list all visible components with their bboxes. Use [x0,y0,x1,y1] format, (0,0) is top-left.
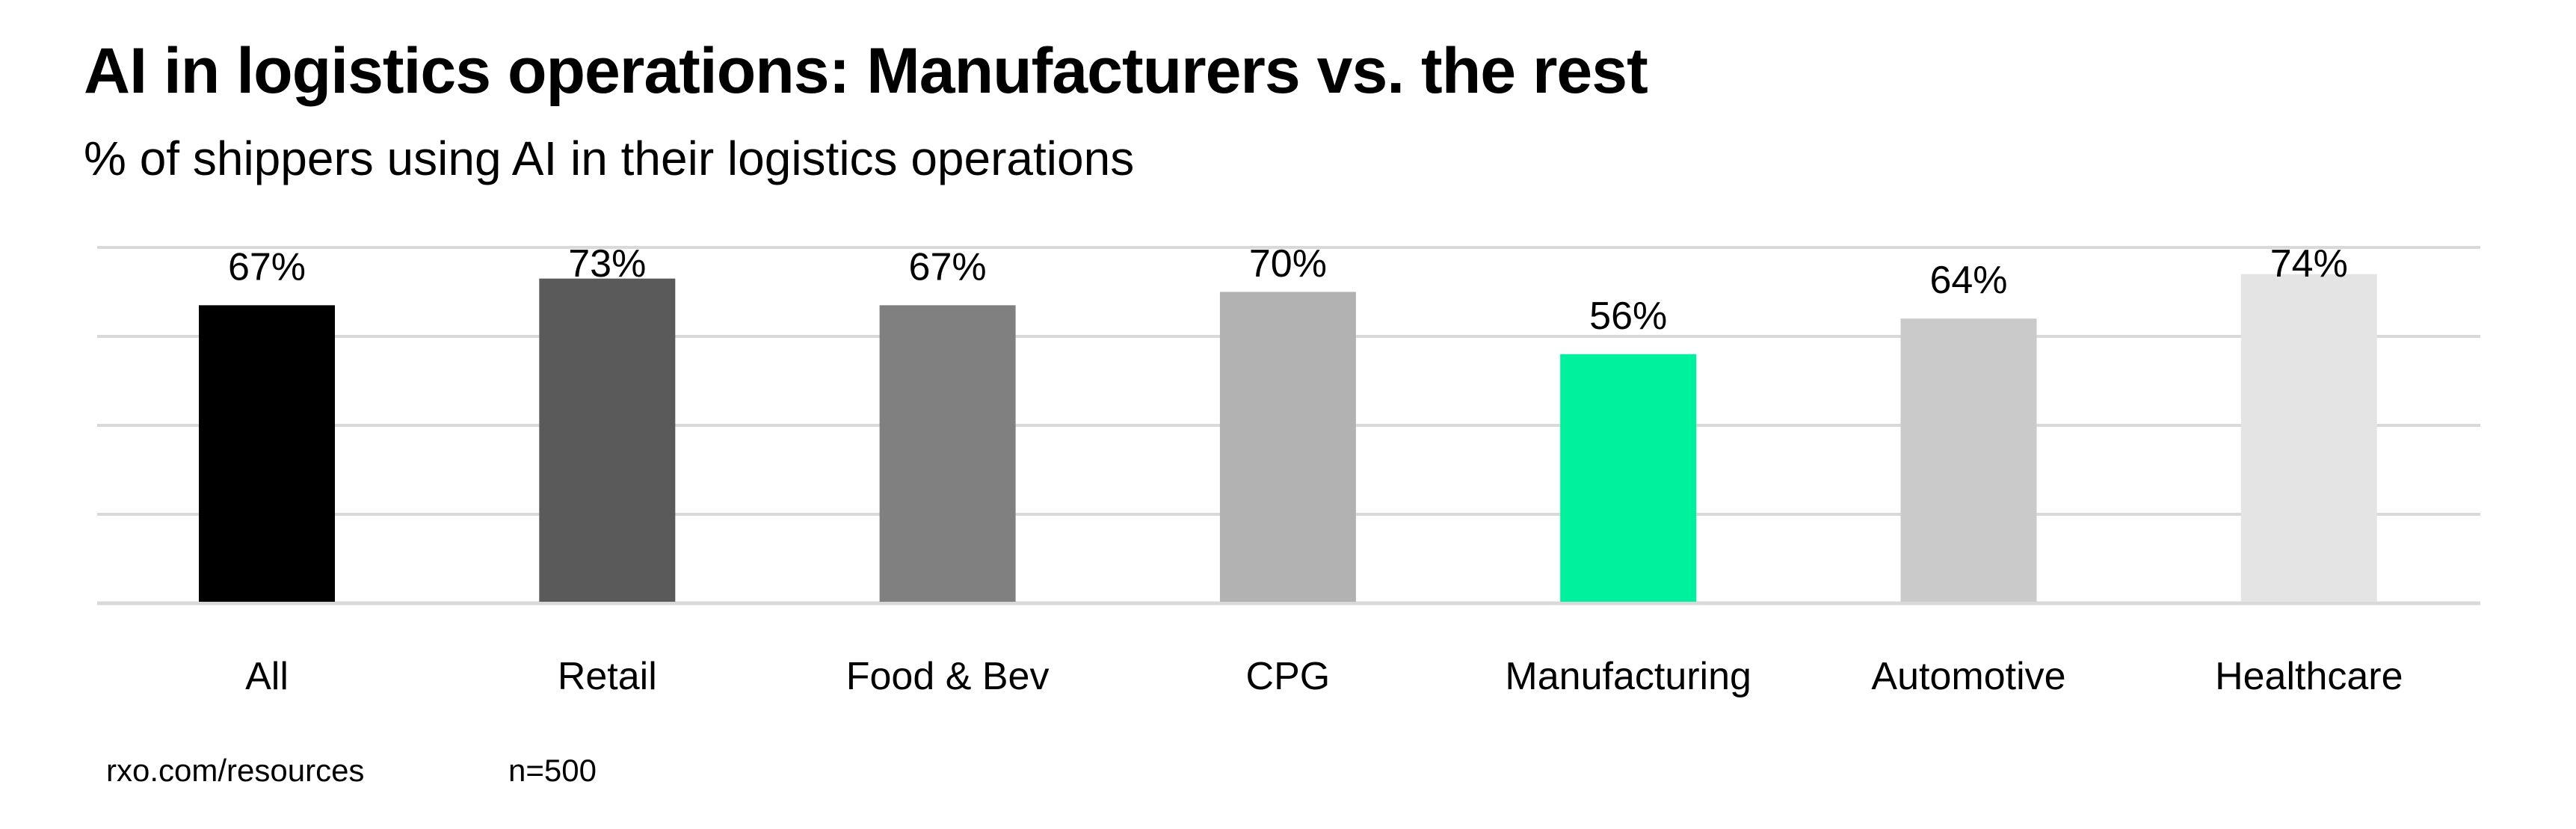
value-label: 67% [228,245,306,289]
value-label: 74% [2270,242,2348,286]
chart-subtitle: % of shippers using AI in their logistic… [84,132,1135,185]
category-labels: All Retail Food & Bev CPG Manufacturing Autom… [245,655,2403,698]
source-note: rxo.com/resources [106,753,365,788]
chart-title: AI in logistics operations: Manufacturer… [84,35,1648,107]
value-labels: 67% 73% 67% 70% 56% 64% 74% [228,242,2348,338]
value-label: 73% [568,242,646,286]
bars [199,274,2377,602]
value-label: 64% [1929,259,2007,302]
bar-manufacturing [1560,354,1697,602]
category-label: Automotive [1871,655,2065,698]
value-label: 70% [1249,242,1327,286]
category-label: Healthcare [2215,655,2403,698]
category-label: Food & Bev [846,655,1050,698]
bar-all [199,305,335,602]
value-label: 67% [909,245,987,289]
bar-healthcare [2240,274,2377,602]
category-label: CPG [1246,655,1331,698]
category-label: Manufacturing [1505,655,1751,698]
bar-cpg [1219,292,1356,602]
category-label: All [245,655,289,698]
value-label: 56% [1589,295,1667,338]
bar-automotive [1900,318,2037,602]
category-label: Retail [558,655,657,698]
bar-retail [539,278,676,602]
bar-food-bev [879,305,1016,602]
sample-size-note: n=500 [508,753,597,788]
